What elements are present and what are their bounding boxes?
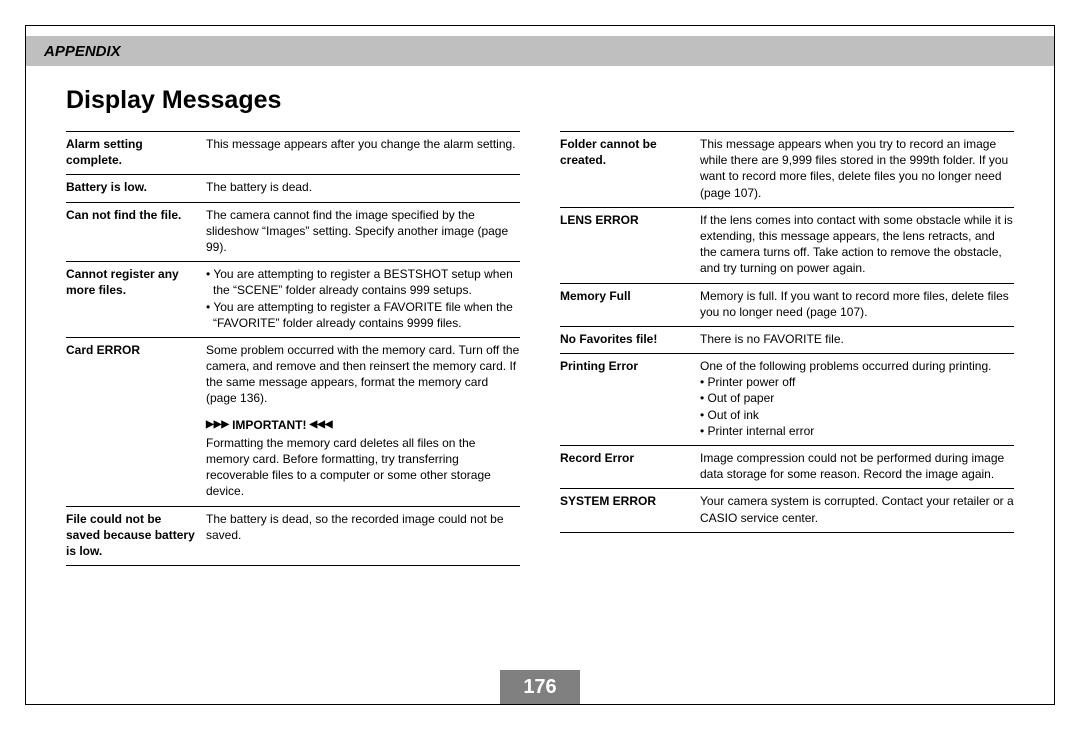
desc: The camera cannot find the image specifi…	[206, 207, 520, 256]
bullet: You are attempting to register a FAVORIT…	[206, 299, 520, 331]
entry: Record Error Image compression could not…	[560, 445, 1014, 488]
term: Alarm setting complete.	[66, 136, 196, 168]
section-header-band: APPENDIX	[26, 36, 1054, 66]
desc: This message appears after you change th…	[206, 136, 520, 168]
page-number-box: 176	[500, 670, 580, 704]
term: Cannot register any more files.	[66, 266, 196, 331]
entry: File could not be saved because battery …	[66, 506, 520, 567]
entry: Alarm setting complete. This message app…	[66, 131, 520, 174]
desc: Image compression could not be performed…	[700, 450, 1014, 482]
entry: Cannot register any more files. You are …	[66, 261, 520, 337]
entry: SYSTEM ERROR Your camera system is corru…	[560, 488, 1014, 532]
desc: Some problem occurred with the memory ca…	[206, 342, 520, 500]
desc-text: Some problem occurred with the memory ca…	[206, 343, 519, 406]
term: No Favorites file!	[560, 331, 690, 347]
entry: No Favorites file! There is no FAVORITE …	[560, 326, 1014, 353]
desc-text: One of the following problems occurred d…	[700, 359, 992, 373]
desc: The battery is dead.	[206, 179, 520, 195]
important-text: Formatting the memory card deletes all f…	[206, 435, 520, 500]
desc: There is no FAVORITE file.	[700, 331, 1014, 347]
desc: This message appears when you try to rec…	[700, 136, 1014, 201]
important-heading: ▶▶▶ IMPORTANT! ◀◀◀	[206, 417, 520, 433]
page-title: Display Messages	[66, 86, 281, 115]
term: Folder cannot be created.	[560, 136, 690, 201]
entry: LENS ERROR If the lens comes into contac…	[560, 207, 1014, 283]
desc: You are attempting to register a BESTSHO…	[206, 266, 520, 331]
desc: The battery is dead, so the recorded ima…	[206, 511, 520, 560]
term: File could not be saved because battery …	[66, 511, 196, 560]
entry: Printing Error One of the following prob…	[560, 353, 1014, 445]
bullet: Out of ink	[700, 407, 1014, 423]
term: Battery is low.	[66, 179, 196, 195]
bullet: Printer power off	[700, 374, 1014, 390]
triangle-left-icon: ◀◀◀	[310, 420, 333, 430]
entry: Memory Full Memory is full. If you want …	[560, 283, 1014, 326]
desc: Your camera system is corrupted. Contact…	[700, 493, 1014, 525]
bullet: Printer internal error	[700, 423, 1014, 439]
bullet: Out of paper	[700, 390, 1014, 406]
desc: One of the following problems occurred d…	[700, 358, 1014, 439]
term: Can not find the file.	[66, 207, 196, 256]
page-frame: APPENDIX Display Messages Alarm setting …	[25, 25, 1055, 705]
entry: Can not find the file. The camera cannot…	[66, 202, 520, 262]
desc: Memory is full. If you want to record mo…	[700, 288, 1014, 320]
important-block: ▶▶▶ IMPORTANT! ◀◀◀ Formatting the memory…	[206, 417, 520, 500]
term: Printing Error	[560, 358, 690, 439]
entry: Battery is low. The battery is dead.	[66, 174, 520, 201]
term: LENS ERROR	[560, 212, 690, 277]
entry: Folder cannot be created. This message a…	[560, 131, 1014, 207]
triangle-right-icon: ▶▶▶	[206, 420, 229, 430]
term: Record Error	[560, 450, 690, 482]
important-label: IMPORTANT!	[232, 417, 306, 433]
left-column: Alarm setting complete. This message app…	[66, 131, 520, 644]
page-number: 176	[523, 676, 556, 699]
desc: If the lens comes into contact with some…	[700, 212, 1014, 277]
entry: Card ERROR Some problem occurred with th…	[66, 337, 520, 506]
term: Card ERROR	[66, 342, 196, 500]
term: Memory Full	[560, 288, 690, 320]
term: SYSTEM ERROR	[560, 493, 690, 525]
right-column: Folder cannot be created. This message a…	[560, 131, 1014, 644]
section-header-label: APPENDIX	[44, 43, 121, 60]
content-columns: Alarm setting complete. This message app…	[66, 131, 1014, 644]
bullet: You are attempting to register a BESTSHO…	[206, 266, 520, 298]
